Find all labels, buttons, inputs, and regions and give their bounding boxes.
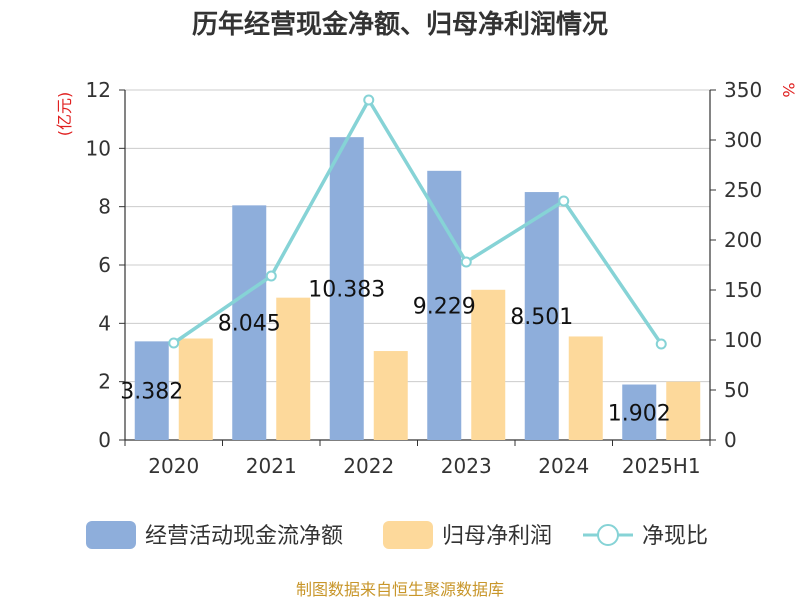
ratio-point bbox=[460, 256, 472, 268]
bars bbox=[134, 137, 701, 440]
x-tick-label: 2025H1 bbox=[622, 454, 701, 478]
ratio-point bbox=[558, 195, 570, 207]
left-tick-label: 10 bbox=[86, 136, 111, 160]
bar-operating-cashflow bbox=[427, 170, 462, 440]
data-label: 9.229 bbox=[413, 294, 476, 319]
bar-net-profit bbox=[568, 336, 603, 440]
right-tick-label: 100 bbox=[724, 328, 762, 352]
ratio-line-path bbox=[172, 96, 663, 345]
axes: 0 2 4 6 8 10 12 0 50 100 150 200 250 300 350 2020 2021 20… bbox=[86, 78, 763, 478]
left-tick-label: 12 bbox=[86, 78, 111, 102]
data-label: 8.501 bbox=[510, 305, 573, 330]
right-tick-label: 200 bbox=[724, 228, 762, 252]
bar-operating-cashflow bbox=[134, 341, 169, 440]
source-note: 制图数据来自恒生聚源数据库 bbox=[296, 580, 504, 599]
left-tick-label: 0 bbox=[98, 428, 111, 452]
data-label: 10.383 bbox=[308, 278, 385, 303]
ratio-point bbox=[168, 337, 180, 349]
data-label: 1.902 bbox=[608, 401, 671, 426]
left-tick-label: 6 bbox=[98, 253, 111, 277]
legend: 经营活动现金流净额 归母净利润 净现比 bbox=[86, 521, 708, 549]
chart-title: 历年经营现金净额、归母净利润情况 bbox=[192, 9, 608, 40]
bar-net-profit bbox=[178, 338, 213, 440]
ratio-line bbox=[168, 94, 667, 350]
legend-swatch-net-profit bbox=[383, 521, 433, 549]
legend-swatch-ratio-marker bbox=[597, 524, 619, 546]
x-tick-label: 2022 bbox=[343, 454, 394, 478]
bar-net-profit bbox=[373, 351, 408, 440]
bar-net-profit bbox=[471, 289, 506, 440]
legend-label-ratio: 净现比 bbox=[642, 524, 708, 549]
right-axis-unit: % bbox=[779, 82, 798, 97]
left-tick-label: 4 bbox=[98, 311, 111, 335]
bar-net-profit bbox=[666, 381, 701, 440]
x-tick-label: 2023 bbox=[441, 454, 492, 478]
x-tick-label: 2021 bbox=[246, 454, 297, 478]
right-tick-label: 150 bbox=[724, 278, 762, 302]
left-axis-unit: (亿元) bbox=[55, 92, 74, 137]
data-label: 8.045 bbox=[218, 312, 281, 337]
right-tick-label: 50 bbox=[724, 378, 749, 402]
bar-operating-cashflow bbox=[524, 192, 559, 440]
right-tick-label: 300 bbox=[724, 128, 762, 152]
grid-lines bbox=[125, 89, 710, 441]
legend-swatch-operating-cashflow bbox=[86, 521, 136, 549]
bar-operating-cashflow bbox=[232, 205, 267, 440]
x-tick-label: 2020 bbox=[148, 454, 199, 478]
ratio-point bbox=[655, 338, 667, 350]
legend-label-net-profit: 归母净利润 bbox=[442, 524, 552, 549]
bar-operating-cashflow bbox=[329, 137, 364, 440]
bar-operating-cashflow bbox=[622, 384, 657, 440]
right-tick-label: 0 bbox=[724, 428, 737, 452]
legend-label-operating-cashflow: 经营活动现金流净额 bbox=[145, 524, 343, 549]
ratio-point bbox=[265, 270, 277, 282]
right-tick-label: 250 bbox=[724, 178, 762, 202]
data-labels: 3.382 8.045 10.383 9.229 8.501 1.902 bbox=[120, 278, 670, 427]
left-tick-label: 2 bbox=[98, 370, 111, 394]
bar-net-profit bbox=[276, 297, 311, 440]
ratio-point bbox=[363, 94, 375, 106]
x-tick-label: 2024 bbox=[538, 454, 589, 478]
right-tick-label: 350 bbox=[724, 78, 762, 102]
left-tick-label: 8 bbox=[98, 195, 111, 219]
data-label: 3.382 bbox=[120, 380, 183, 405]
